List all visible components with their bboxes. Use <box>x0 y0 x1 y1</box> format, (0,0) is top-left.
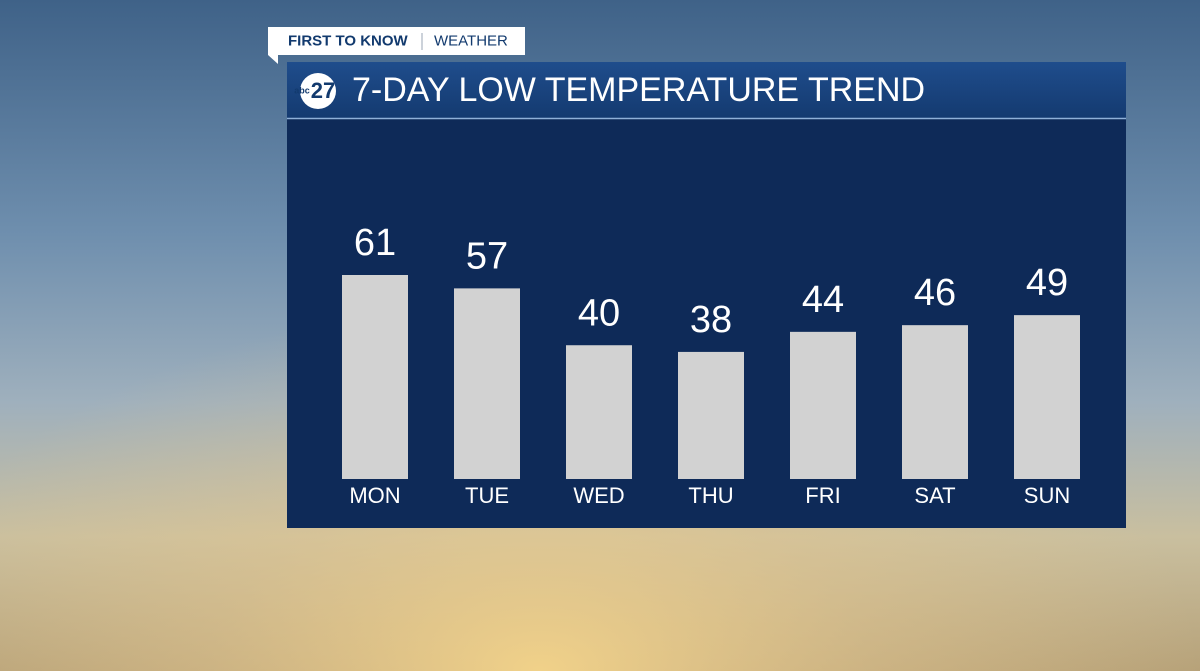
value-label: 40 <box>578 292 620 334</box>
bar <box>902 325 968 479</box>
tag-box <box>268 27 525 55</box>
bar <box>678 351 744 479</box>
value-label: 46 <box>914 272 956 314</box>
day-label: WED <box>573 483 624 508</box>
plot-area: 61 MON 57 TUE 40 WED 38 THU 44 FRI 46 SAT 49 SUN <box>342 222 1080 508</box>
day-label: SAT <box>914 483 955 508</box>
day-label: MON <box>349 483 400 508</box>
day-label: SUN <box>1024 483 1070 508</box>
section-text: WEATHER <box>434 32 508 49</box>
value-label: 57 <box>466 235 508 277</box>
day-label: FRI <box>805 483 840 508</box>
day-label: THU <box>688 483 733 508</box>
value-label: 44 <box>802 279 844 321</box>
tag-text: FIRST TO KNOW <box>288 32 409 49</box>
logo-circle <box>300 73 336 109</box>
bar <box>790 331 856 479</box>
value-label: 38 <box>690 299 732 341</box>
bar <box>566 345 632 479</box>
chart-title: 7-DAY LOW TEMPERATURE TREND <box>352 71 925 109</box>
bar <box>454 288 520 479</box>
tag-pointer <box>268 55 278 64</box>
logo-network: abc <box>294 85 310 95</box>
bar <box>1014 315 1080 479</box>
day-label: TUE <box>465 483 509 508</box>
bar <box>342 275 408 479</box>
value-label: 61 <box>354 222 396 264</box>
logo-channel: 27 <box>311 78 335 103</box>
header-bar <box>287 62 1126 118</box>
value-label: 49 <box>1026 262 1068 304</box>
